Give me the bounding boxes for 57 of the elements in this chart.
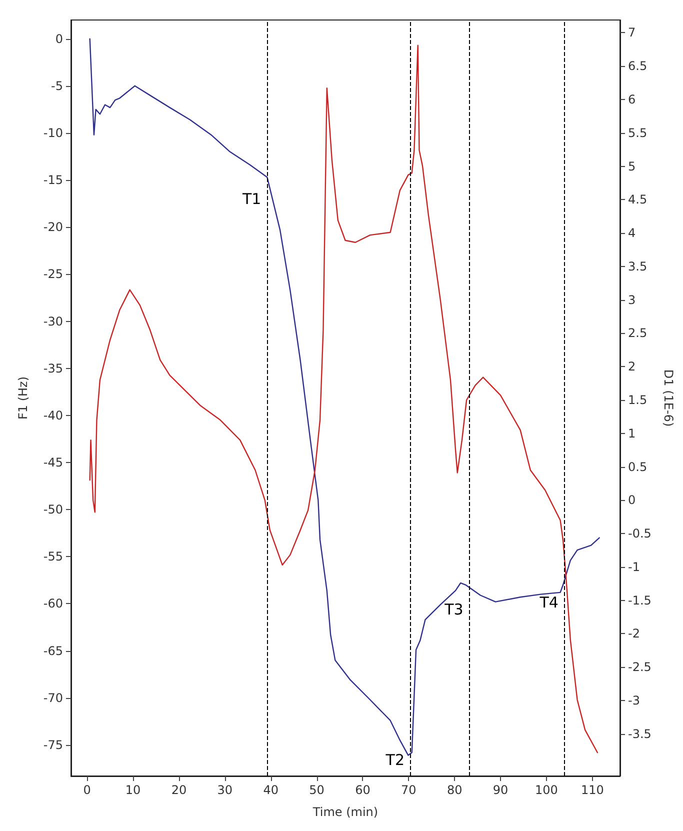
x-tick-label: 20 bbox=[171, 783, 187, 797]
y2-tick-label: 6 bbox=[628, 92, 636, 106]
ref-line-label: T1 bbox=[241, 190, 262, 208]
y-tick-label: -25 bbox=[43, 267, 63, 282]
y2-tick-label: -2.5 bbox=[628, 660, 652, 674]
y-tick-label: -70 bbox=[43, 690, 63, 705]
y2-tick-label: 4.5 bbox=[628, 192, 648, 207]
y-tick-label: -50 bbox=[43, 502, 63, 517]
y2-tick-label: 1 bbox=[628, 426, 636, 440]
ref-line-label: T3 bbox=[444, 600, 464, 618]
x-axis-title: Time (min) bbox=[312, 805, 378, 819]
y2-tick-label: 2 bbox=[628, 360, 636, 374]
y-axis-title: F1 (Hz) bbox=[16, 376, 30, 420]
x-tick-label: 50 bbox=[309, 783, 324, 797]
y-tick-label: -65 bbox=[43, 644, 63, 658]
y2-tick-label: 3.5 bbox=[628, 259, 648, 274]
y-tick-label: -40 bbox=[43, 408, 63, 422]
y2-tick-label: -1 bbox=[628, 560, 640, 574]
y-tick-label: -20 bbox=[43, 220, 63, 234]
y-tick-label: -5 bbox=[51, 78, 63, 93]
x-tick-label: 10 bbox=[125, 783, 141, 797]
y-tick-label: -35 bbox=[43, 361, 63, 376]
y2-tick-label: 4 bbox=[628, 226, 636, 240]
y2-tick-label: 2.5 bbox=[628, 326, 648, 340]
y-tick-label: -15 bbox=[43, 173, 63, 188]
x-tick-label: 70 bbox=[401, 783, 416, 797]
y2-tick-label: -0.5 bbox=[628, 526, 652, 541]
y2-tick-label: -3 bbox=[628, 694, 640, 708]
x-tick-label: 40 bbox=[263, 783, 278, 797]
y2-tick-label: 7 bbox=[628, 26, 636, 40]
y2-tick-label: 3 bbox=[628, 292, 636, 307]
y-tick-label: -75 bbox=[43, 738, 63, 752]
x-tick-label: 0 bbox=[83, 783, 91, 797]
ref-line-label: T2 bbox=[384, 751, 405, 769]
y2-tick-label: 0 bbox=[628, 493, 636, 508]
x-tick-label: 90 bbox=[492, 783, 508, 797]
y2-tick-label: -2 bbox=[628, 626, 640, 641]
y-tick-label: -30 bbox=[43, 314, 63, 328]
y2-tick-label: -1.5 bbox=[628, 593, 652, 608]
y2-tick-label: 5.5 bbox=[628, 126, 648, 140]
y2-axis-title: D1 (1E-6) bbox=[661, 369, 676, 427]
x-tick-label: 60 bbox=[355, 783, 370, 797]
y-tick-label: -10 bbox=[43, 126, 63, 140]
y-tick-label: -45 bbox=[43, 455, 63, 470]
ref-line-label: T4 bbox=[538, 593, 558, 612]
x-tick-label: 100 bbox=[535, 783, 558, 797]
y2-tick-label: 1.5 bbox=[628, 393, 648, 408]
y2-tick-label: -3.5 bbox=[628, 726, 652, 741]
x-tick-label: 30 bbox=[217, 783, 233, 797]
y2-tick-label: 6.5 bbox=[628, 59, 648, 74]
y2-tick-label: 5 bbox=[628, 159, 636, 174]
y-tick-label: -60 bbox=[43, 596, 63, 611]
x-tick-label: 110 bbox=[580, 783, 604, 797]
y-tick-label: 0 bbox=[55, 32, 63, 46]
y2-tick-label: 0.5 bbox=[628, 460, 648, 474]
x-tick-label: 80 bbox=[446, 783, 462, 797]
y-tick-label: -55 bbox=[43, 550, 63, 564]
